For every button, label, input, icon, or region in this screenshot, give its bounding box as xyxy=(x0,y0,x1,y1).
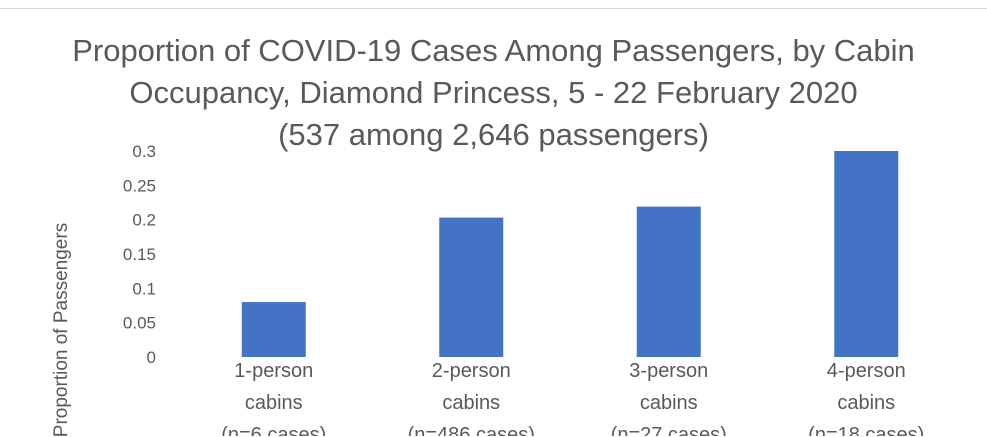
x-tick-label: cabins xyxy=(442,392,500,414)
y-tick-label: 0.05 xyxy=(123,314,156,333)
x-tick-label: (n=18 cases) xyxy=(808,424,924,436)
x-tick-label: 4-person xyxy=(827,360,906,382)
chart-title: Proportion of COVID-19 Cases Among Passe… xyxy=(0,30,987,156)
bar xyxy=(241,302,306,357)
y-tick-label: 0.3 xyxy=(132,142,156,161)
bar xyxy=(834,151,899,357)
y-tick-label: 0.2 xyxy=(132,211,156,230)
bar xyxy=(439,217,504,357)
x-tick-label: (n=27 cases) xyxy=(611,424,727,436)
chart-title-line-2: Occupancy, Diamond Princess, 5 - 22 Febr… xyxy=(129,75,858,110)
chart-title-line-3: (537 among 2,646 passengers) xyxy=(278,117,709,152)
y-tick-label: 0 xyxy=(147,348,156,367)
x-tick-label: 3-person xyxy=(629,360,708,382)
x-tick-label: 1-person xyxy=(234,360,313,382)
top-border xyxy=(0,8,987,9)
x-tick-label: cabins xyxy=(245,392,303,414)
x-tick-label: 2-person xyxy=(432,360,511,382)
x-tick-label: (n=486 cases) xyxy=(408,424,535,436)
bar xyxy=(636,206,701,357)
chart-title-line-1: Proportion of COVID-19 Cases Among Passe… xyxy=(72,33,915,68)
x-tick-label: cabins xyxy=(640,392,698,414)
y-tick-label: 0.15 xyxy=(123,245,156,264)
y-tick-label: 0.25 xyxy=(123,176,156,195)
x-tick-label: cabins xyxy=(837,392,895,414)
y-tick-label: 0.1 xyxy=(132,279,156,298)
x-tick-label: (n=6 cases) xyxy=(221,424,326,436)
